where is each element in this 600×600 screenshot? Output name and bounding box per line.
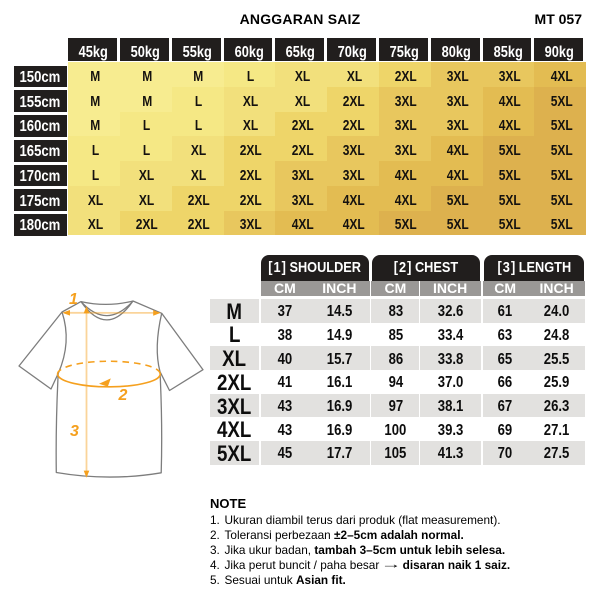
- svg-text:2: 2: [118, 387, 128, 404]
- svg-text:1: 1: [69, 291, 78, 308]
- svg-text:3: 3: [70, 423, 79, 440]
